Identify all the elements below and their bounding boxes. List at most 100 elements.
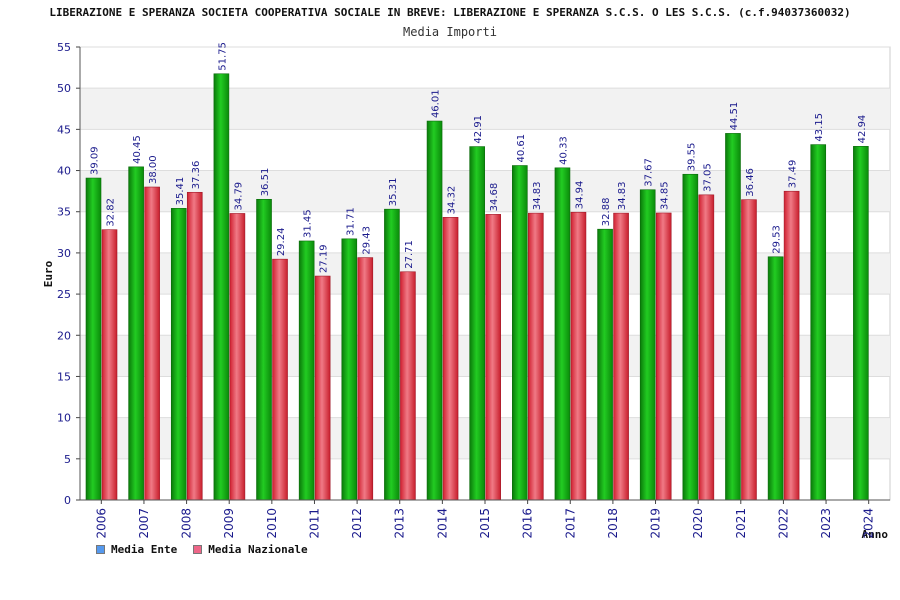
x-tick-label: 2016 (521, 508, 535, 539)
y-axis-label: Euro (42, 260, 55, 287)
bar-media-nazionale (272, 258, 288, 501)
bar-media-nazionale (741, 199, 757, 501)
data-label: 32.88 (601, 198, 612, 227)
bar-media-ente (384, 208, 400, 501)
y-tick-label: 0 (64, 494, 71, 507)
x-tick-label: 2009 (222, 508, 236, 539)
x-tick-label: 2024 (862, 508, 876, 539)
bar-media-nazionale (314, 275, 331, 501)
data-label: 29.53 (772, 225, 783, 254)
data-label: 39.55 (686, 143, 697, 172)
bar-media-ente (170, 208, 187, 501)
plot-band (80, 88, 890, 130)
bar-media-nazionale (783, 190, 800, 501)
x-tick-label: 2014 (435, 508, 449, 539)
data-label: 40.33 (558, 136, 569, 165)
data-label: 37.49 (788, 160, 799, 189)
data-label: 36.46 (745, 168, 756, 197)
x-tick-label: 2011 (307, 508, 321, 539)
x-tick-label: 2007 (137, 508, 151, 539)
x-tick-label: 2019 (649, 508, 663, 539)
bar-media-nazionale (400, 271, 416, 501)
data-label: 34.68 (489, 183, 500, 212)
data-label: 27.71 (404, 240, 415, 269)
bar-media-nazionale (698, 194, 715, 501)
data-label: 34.85 (660, 181, 671, 210)
bar-media-ente (298, 240, 315, 501)
data-label: 34.83 (617, 181, 628, 210)
x-tick-label: 2010 (265, 508, 279, 539)
bar-media-ente (853, 146, 869, 501)
x-tick-label: 2017 (563, 508, 577, 539)
bar-media-ente (597, 228, 613, 501)
x-tick-label: 2018 (606, 508, 620, 539)
y-tick-label: 30 (57, 247, 71, 260)
data-label: 37.36 (191, 161, 202, 190)
bar-media-ente (85, 177, 102, 501)
y-tick-label: 55 (57, 41, 71, 54)
data-label: 44.51 (729, 102, 740, 131)
bar-media-ente (469, 146, 485, 501)
bar-media-ente (512, 165, 528, 501)
x-axis-label: Anno (862, 528, 889, 541)
x-tick-label: 2013 (393, 508, 407, 539)
data-label: 40.61 (516, 134, 527, 163)
x-tick-label: 2022 (776, 508, 790, 539)
bar-media-nazionale (229, 213, 246, 501)
bar-media-nazionale (655, 212, 672, 501)
bar-media-ente (682, 173, 699, 501)
legend-label-media-nazionale: Media Nazionale (208, 543, 308, 556)
data-label: 34.32 (447, 186, 458, 215)
legend-item-media-nazionale: Media Nazionale (193, 543, 308, 556)
y-tick-label: 20 (57, 329, 71, 342)
bar-media-nazionale (613, 212, 629, 501)
y-tick-label: 15 (57, 370, 71, 383)
bar-media-ente (341, 238, 358, 501)
y-tick-label: 25 (57, 288, 71, 301)
bar-media-nazionale (442, 217, 459, 501)
x-tick-label: 2021 (734, 508, 748, 539)
data-label: 39.09 (90, 146, 101, 175)
x-tick-label: 2015 (478, 508, 492, 539)
data-label: 31.45 (303, 209, 314, 238)
bar-media-ente (810, 144, 827, 501)
x-tick-label: 2008 (180, 508, 194, 539)
x-tick-label: 2020 (691, 508, 705, 539)
data-label: 27.19 (319, 244, 330, 273)
y-tick-label: 35 (57, 206, 71, 219)
bar-media-ente (725, 133, 741, 501)
bar-media-nazionale (186, 191, 203, 501)
data-label: 37.67 (644, 158, 655, 187)
y-tick-label: 40 (57, 165, 71, 178)
bar-media-ente (256, 198, 272, 501)
legend-label-media-ente: Media Ente (111, 543, 178, 556)
data-label: 34.83 (532, 181, 543, 210)
legend-swatch-media-ente (96, 545, 105, 554)
data-label: 43.15 (814, 113, 825, 142)
data-label: 42.91 (473, 115, 484, 144)
data-label: 35.41 (175, 177, 186, 206)
chart-title: LIBERAZIONE E SPERANZA SOCIETA COOPERATI… (49, 6, 851, 19)
bar-media-nazionale (357, 257, 374, 501)
y-tick-label: 10 (57, 412, 71, 425)
legend-item-media-ente: Media Ente (96, 543, 177, 556)
data-label: 36.51 (260, 168, 271, 197)
bar-media-ente (426, 120, 443, 501)
data-label: 29.24 (276, 228, 287, 257)
legend-swatch-media-nazionale (193, 545, 203, 554)
data-label: 35.31 (388, 178, 399, 207)
x-tick-label: 2012 (350, 508, 364, 539)
legend: Media Ente Media Nazionale (96, 543, 308, 556)
bar-media-ente (554, 167, 571, 501)
bar-media-nazionale (101, 229, 118, 501)
data-label: 51.75 (217, 42, 228, 71)
bar-media-ente (639, 189, 656, 501)
chart-subtitle: Media Importi (403, 25, 497, 39)
data-label: 29.43 (361, 226, 372, 255)
data-label: 34.79 (233, 182, 244, 211)
data-label: 42.94 (857, 115, 868, 144)
y-tick-label: 50 (57, 82, 71, 95)
data-label: 32.82 (106, 198, 117, 227)
data-label: 38.00 (148, 155, 159, 184)
